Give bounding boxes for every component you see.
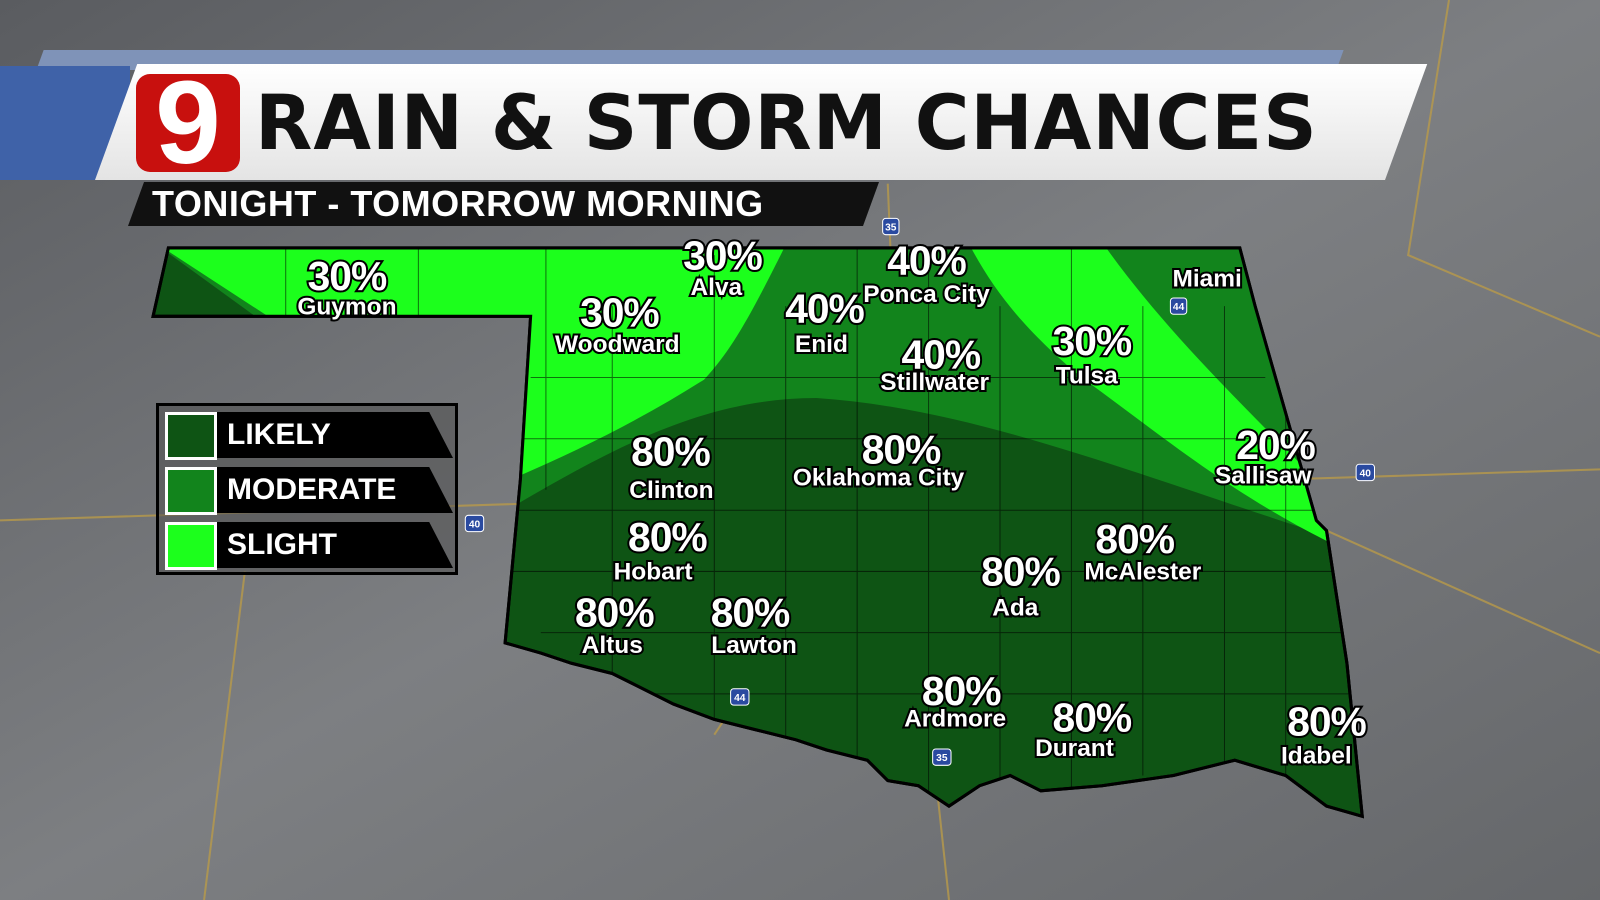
- city-guymon: Guymon: [297, 293, 396, 320]
- chance-woodward: 30%: [580, 290, 659, 336]
- interstate-shield: 35: [932, 748, 952, 766]
- city-sallisaw: Sallisaw: [1215, 463, 1313, 490]
- chance-lawton: 80%: [711, 590, 790, 636]
- chance-sallisaw: 20%: [1236, 422, 1315, 468]
- legend-swatch: [165, 522, 217, 570]
- interstate-shield: 35: [882, 217, 900, 236]
- chance-durant: 80%: [1053, 695, 1132, 741]
- city-hobart: Hobart: [614, 559, 693, 586]
- chance-idabel: 80%: [1287, 699, 1366, 745]
- city-labels: 30% Guymon 30% Alva 30% Woodward 40% Eni…: [295, 230, 1369, 771]
- svg-text:44: 44: [734, 693, 746, 704]
- legend-swatch: [165, 412, 217, 460]
- chance-mcalester: 80%: [1095, 516, 1174, 562]
- channel-9-logo: 9: [136, 74, 240, 172]
- city-ponca-city: Ponca City: [863, 281, 990, 308]
- legend-bar: [215, 412, 453, 458]
- chance-tulsa: 30%: [1053, 318, 1132, 364]
- chance-alva: 30%: [683, 232, 762, 278]
- city-ada: Ada: [992, 594, 1039, 621]
- legend: LIKELY MODERATE SLIGHT: [156, 403, 458, 575]
- chance-oklahoma-city: 80%: [862, 426, 941, 472]
- chance-hobart: 80%: [628, 514, 707, 560]
- city-woodward: Woodward: [555, 331, 680, 358]
- legend-label: MODERATE: [227, 473, 397, 506]
- svg-text:40: 40: [469, 520, 481, 531]
- city-oklahoma-city: Oklahoma City: [793, 465, 965, 492]
- city-tulsa: Tulsa: [1056, 363, 1118, 390]
- city-idabel: Idabel: [1281, 742, 1352, 769]
- svg-text:40: 40: [1360, 469, 1372, 480]
- legend-bar: [215, 467, 453, 513]
- svg-text:35: 35: [885, 223, 897, 234]
- chance-guymon: 30%: [308, 253, 387, 299]
- city-durant: Durant: [1035, 735, 1114, 762]
- chance-ardmore: 80%: [922, 668, 1001, 714]
- city-altus: Altus: [582, 632, 643, 659]
- city-mcalester: McAlester: [1084, 559, 1201, 586]
- chance-altus: 80%: [575, 590, 654, 636]
- chance-ada: 80%: [981, 549, 1060, 595]
- city-ardmore: Ardmore: [904, 706, 1006, 733]
- page-title: RAIN & STORM CHANCES: [255, 78, 1318, 167]
- interstate-shield: 44: [730, 688, 750, 706]
- interstate-shield: 44: [1169, 297, 1188, 315]
- svg-text:44: 44: [1173, 302, 1185, 313]
- legend-item-slight: SLIGHT: [165, 522, 453, 570]
- legend-swatch: [165, 467, 217, 515]
- legend-bar: [215, 522, 453, 568]
- legend-item-likely: LIKELY: [165, 412, 453, 460]
- interstate-shield: 40: [464, 514, 485, 533]
- chance-clinton: 80%: [631, 428, 710, 474]
- slight-zone-east: [964, 247, 1327, 541]
- city-miami: Miami: [1172, 266, 1241, 293]
- subtitle: TONIGHT - TOMORROW MORNING: [152, 183, 764, 224]
- city-stillwater: Stillwater: [880, 369, 989, 396]
- legend-item-moderate: MODERATE: [165, 467, 453, 515]
- svg-text:35: 35: [936, 753, 948, 764]
- chance-enid: 40%: [785, 285, 864, 331]
- chance-stillwater: 40%: [902, 331, 981, 377]
- city-enid: Enid: [795, 331, 848, 358]
- legend-label: SLIGHT: [227, 528, 337, 561]
- chance-ponca-city: 40%: [887, 237, 966, 283]
- city-alva: Alva: [690, 274, 742, 301]
- interstate-shields: 35 44 40 40 44 35: [464, 217, 1375, 766]
- city-clinton: Clinton: [629, 477, 713, 504]
- interstate-shield: 40: [1355, 463, 1375, 482]
- city-lawton: Lawton: [711, 632, 797, 659]
- legend-label: LIKELY: [227, 418, 331, 451]
